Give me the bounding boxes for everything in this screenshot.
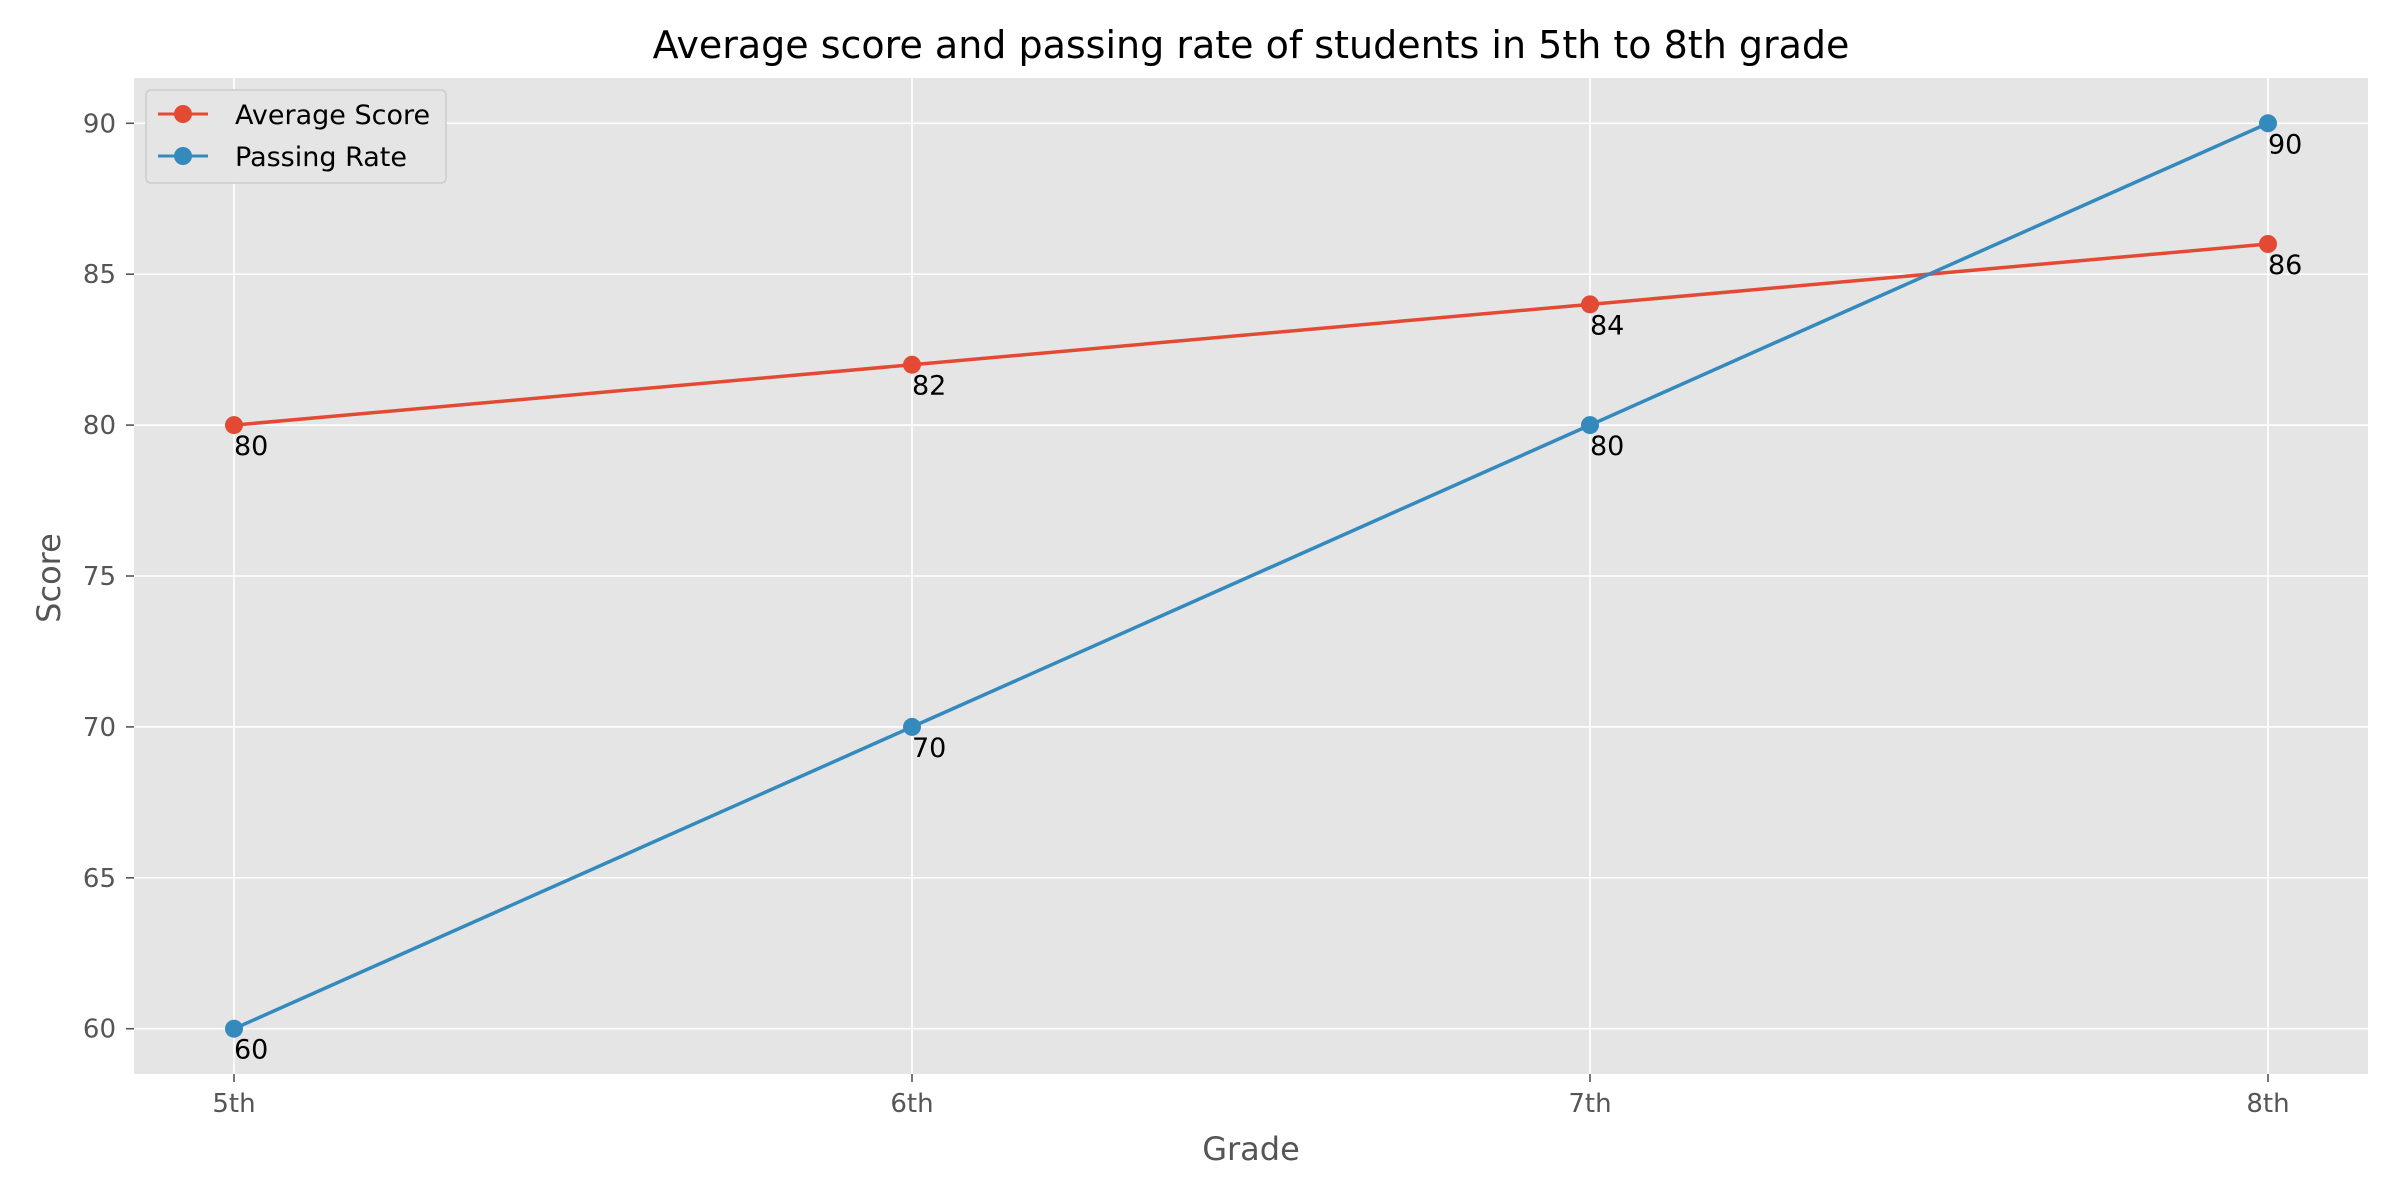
- data-point-passing-rate: [225, 1019, 243, 1038]
- legend-label-passing-rate: Passing Rate: [235, 142, 407, 173]
- series-line-passing-rate: [233, 121, 2269, 1031]
- data-label-passing-rate: 60: [234, 1035, 268, 1066]
- y-tick-label: 65: [83, 864, 116, 894]
- data-point-passing-rate: [1581, 416, 1599, 435]
- data-point-average-score: [225, 416, 243, 435]
- legend-marker-passing-rate: [174, 147, 192, 165]
- x-tick-label: 5th: [212, 1089, 255, 1119]
- y-tick-label: 75: [83, 562, 116, 592]
- data-point-passing-rate: [2259, 114, 2277, 133]
- x-tick-label: 6th: [890, 1089, 933, 1119]
- y-axis-ticks: 60 65 70 75 80 85 90: [83, 109, 134, 1045]
- x-axis-label: Grade: [1202, 1130, 1300, 1168]
- x-tick-label: 8th: [2246, 1089, 2289, 1119]
- data-label-passing-rate: 70: [912, 733, 946, 764]
- y-axis-label: Score: [30, 533, 68, 623]
- series-group: [225, 114, 2277, 1038]
- legend-label-average-score: Average Score: [235, 100, 430, 131]
- y-tick-label: 60: [83, 1015, 116, 1045]
- data-point-average-score: [903, 355, 921, 374]
- y-tick-label: 80: [83, 411, 116, 441]
- legend-box: [145, 89, 447, 184]
- data-point-passing-rate: [903, 717, 921, 736]
- x-axis-ticks: 5th 6th 7th 8th: [212, 1074, 2290, 1119]
- data-point-average-score: [1581, 295, 1599, 314]
- legend-marker-average-score: [174, 105, 192, 123]
- data-label-average-score: 84: [1590, 310, 1624, 341]
- x-tick-label: 7th: [1568, 1089, 1611, 1119]
- legend: Average Score Passing Rate: [145, 89, 447, 184]
- data-labels: 80 82 84 86 60 70 80 90: [234, 129, 2302, 1065]
- data-point-average-score: [2259, 235, 2277, 253]
- grid-lines: [134, 78, 2368, 1074]
- data-label-average-score: 80: [234, 431, 268, 462]
- y-tick-label: 85: [83, 260, 116, 290]
- y-tick-label: 90: [83, 109, 116, 139]
- data-label-average-score: 82: [912, 371, 946, 402]
- data-label-passing-rate: 80: [1590, 431, 1624, 462]
- data-label-average-score: 86: [2268, 250, 2302, 281]
- chart-title: Average score and passing rate of studen…: [653, 23, 1850, 67]
- data-label-passing-rate: 90: [2268, 129, 2302, 160]
- y-tick-label: 70: [83, 713, 116, 743]
